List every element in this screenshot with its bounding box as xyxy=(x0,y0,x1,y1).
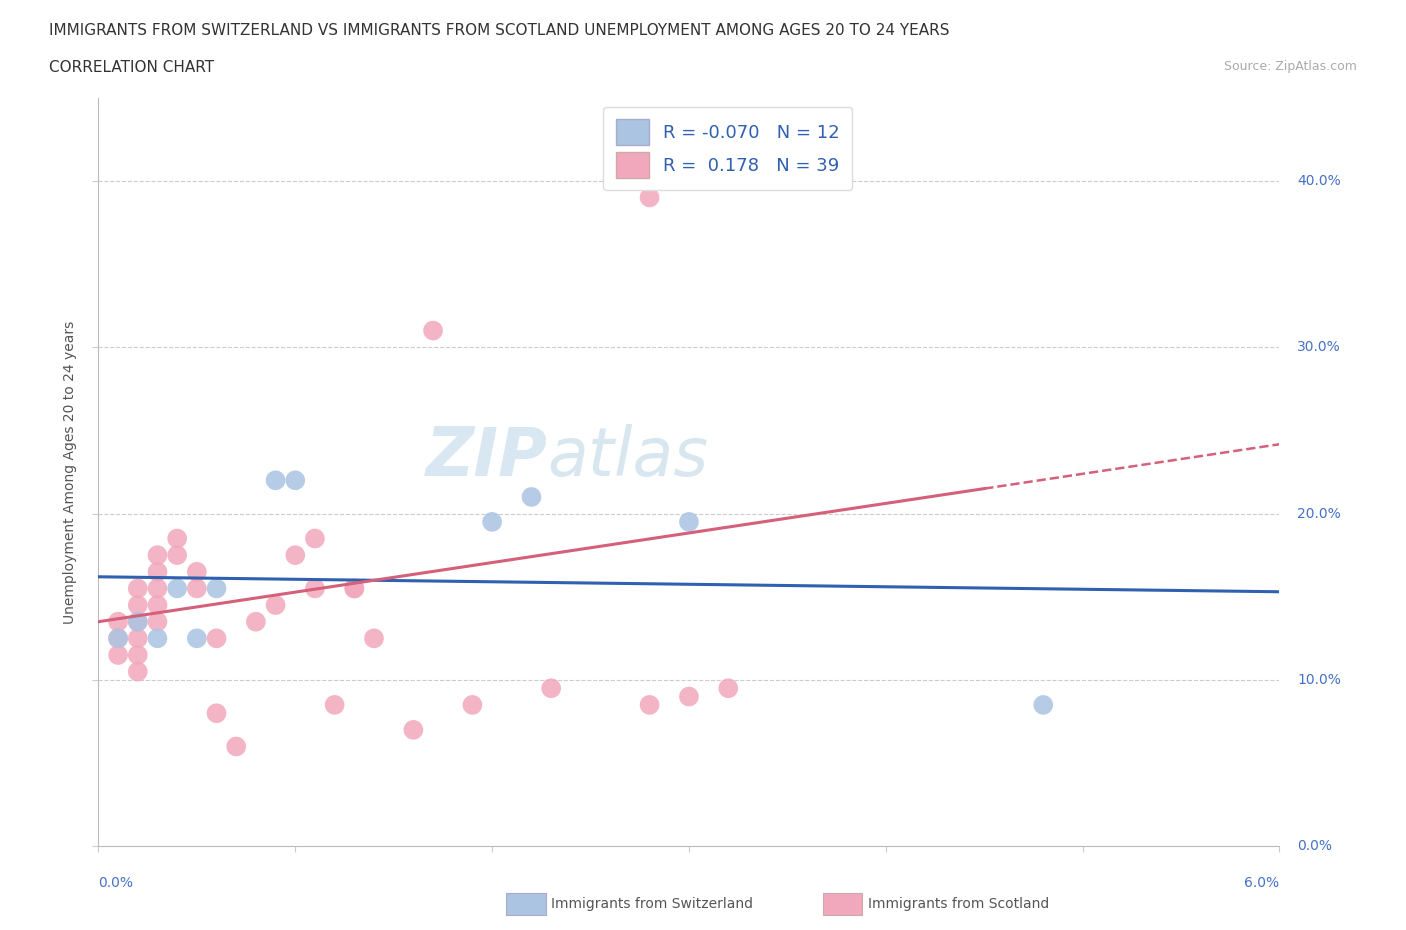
Point xyxy=(186,631,208,645)
Point xyxy=(186,565,208,579)
Point xyxy=(678,689,700,704)
Point xyxy=(1032,698,1054,712)
Text: Immigrants from Scotland: Immigrants from Scotland xyxy=(868,897,1049,911)
Point xyxy=(146,614,169,629)
Point xyxy=(146,631,169,645)
Point xyxy=(343,581,366,596)
Point xyxy=(638,190,661,205)
Point xyxy=(107,631,129,645)
Point xyxy=(127,647,149,662)
Text: ZIP: ZIP xyxy=(426,424,547,490)
Point xyxy=(186,581,208,596)
Point xyxy=(323,698,346,712)
Point xyxy=(284,548,307,563)
Point xyxy=(146,565,169,579)
Text: Immigrants from Switzerland: Immigrants from Switzerland xyxy=(551,897,754,911)
Text: 0.0%: 0.0% xyxy=(98,876,134,890)
Point xyxy=(343,581,366,596)
Point xyxy=(127,614,149,629)
Text: Source: ZipAtlas.com: Source: ZipAtlas.com xyxy=(1223,60,1357,73)
Point xyxy=(146,581,169,596)
Point xyxy=(205,631,228,645)
Point xyxy=(127,664,149,679)
Text: 10.0%: 10.0% xyxy=(1298,673,1341,687)
Point xyxy=(107,614,129,629)
Point xyxy=(205,706,228,721)
Point xyxy=(304,581,326,596)
Text: 40.0%: 40.0% xyxy=(1298,174,1341,188)
Point xyxy=(127,631,149,645)
Point xyxy=(264,472,287,487)
Point xyxy=(304,531,326,546)
Legend: R = -0.070   N = 12, R =  0.178   N = 39: R = -0.070 N = 12, R = 0.178 N = 39 xyxy=(603,107,852,191)
Text: 30.0%: 30.0% xyxy=(1298,340,1341,354)
Point xyxy=(127,614,149,629)
Y-axis label: Unemployment Among Ages 20 to 24 years: Unemployment Among Ages 20 to 24 years xyxy=(63,320,77,624)
Text: 0.0%: 0.0% xyxy=(1298,839,1331,854)
Point xyxy=(166,548,188,563)
Point xyxy=(638,698,661,712)
Point xyxy=(146,598,169,613)
Point xyxy=(245,614,267,629)
Text: CORRELATION CHART: CORRELATION CHART xyxy=(49,60,214,75)
Point xyxy=(717,681,740,696)
Point xyxy=(107,631,129,645)
Point xyxy=(264,598,287,613)
Point xyxy=(461,698,484,712)
Point xyxy=(127,598,149,613)
Point xyxy=(127,581,149,596)
Text: 6.0%: 6.0% xyxy=(1244,876,1279,890)
Text: atlas: atlas xyxy=(547,424,709,490)
Point xyxy=(481,514,503,529)
Point xyxy=(166,581,188,596)
Point xyxy=(422,323,444,338)
Point xyxy=(363,631,385,645)
Point xyxy=(107,647,129,662)
Point xyxy=(225,739,247,754)
Point xyxy=(146,548,169,563)
Text: IMMIGRANTS FROM SWITZERLAND VS IMMIGRANTS FROM SCOTLAND UNEMPLOYMENT AMONG AGES : IMMIGRANTS FROM SWITZERLAND VS IMMIGRANT… xyxy=(49,23,949,38)
Point xyxy=(402,723,425,737)
Point xyxy=(619,140,641,155)
Point xyxy=(540,681,562,696)
Point xyxy=(520,489,543,504)
Point xyxy=(166,531,188,546)
Text: 20.0%: 20.0% xyxy=(1298,507,1341,521)
Point xyxy=(205,581,228,596)
Point xyxy=(284,472,307,487)
Point xyxy=(678,514,700,529)
